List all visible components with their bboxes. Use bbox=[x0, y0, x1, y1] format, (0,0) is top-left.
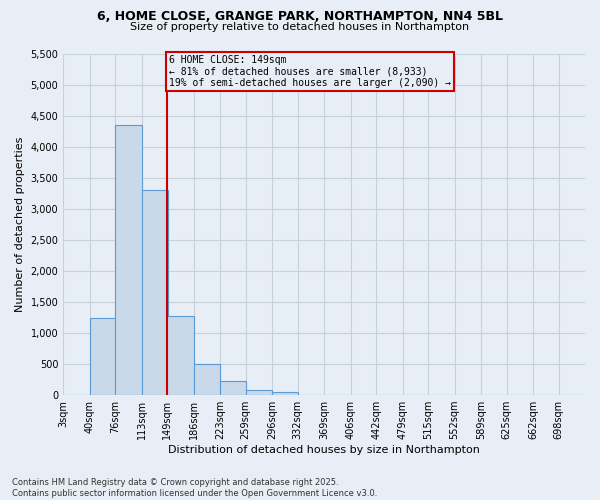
Text: 6 HOME CLOSE: 149sqm
← 81% of detached houses are smaller (8,933)
19% of semi-de: 6 HOME CLOSE: 149sqm ← 81% of detached h… bbox=[169, 55, 451, 88]
Bar bbox=[167, 316, 194, 395]
Bar bbox=[115, 126, 142, 395]
Text: 6, HOME CLOSE, GRANGE PARK, NORTHAMPTON, NN4 5BL: 6, HOME CLOSE, GRANGE PARK, NORTHAMPTON,… bbox=[97, 10, 503, 23]
Y-axis label: Number of detached properties: Number of detached properties bbox=[15, 137, 25, 312]
Bar bbox=[89, 318, 116, 395]
Bar bbox=[142, 190, 168, 395]
Bar bbox=[246, 390, 272, 395]
X-axis label: Distribution of detached houses by size in Northampton: Distribution of detached houses by size … bbox=[168, 445, 480, 455]
Bar bbox=[220, 382, 247, 395]
Bar bbox=[272, 392, 298, 395]
Text: Contains HM Land Registry data © Crown copyright and database right 2025.
Contai: Contains HM Land Registry data © Crown c… bbox=[12, 478, 377, 498]
Text: Size of property relative to detached houses in Northampton: Size of property relative to detached ho… bbox=[130, 22, 470, 32]
Bar bbox=[194, 364, 220, 395]
